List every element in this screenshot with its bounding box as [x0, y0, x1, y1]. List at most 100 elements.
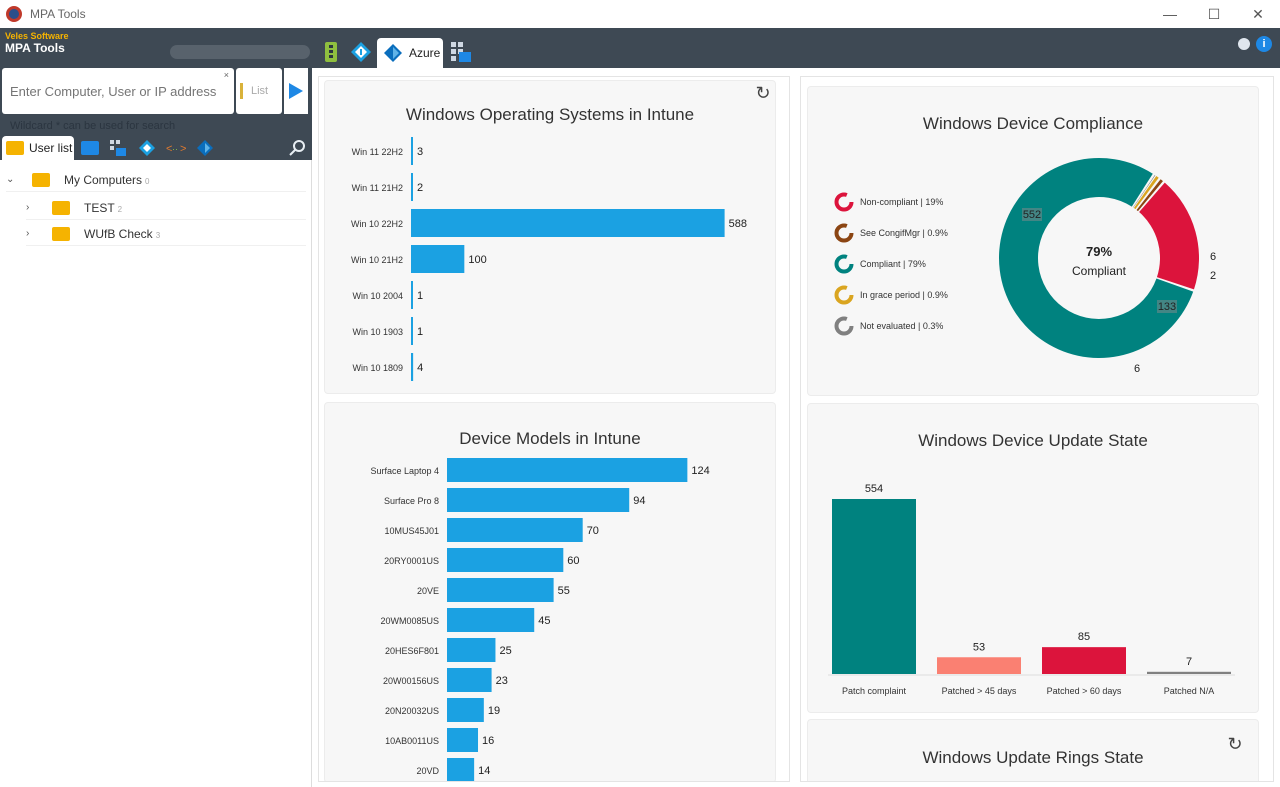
category-label: 20RY0001US [384, 556, 439, 566]
bar [411, 353, 414, 381]
os-chart-title: Windows Operating Systems in Intune [405, 105, 695, 124]
donut-slice [999, 157, 1194, 358]
folder-icon [52, 200, 70, 215]
category-label: Win 10 1809 [352, 363, 403, 373]
search-hint: Wildcard * can be used for search [10, 120, 176, 132]
category-label: 10MUS45J01 [384, 526, 439, 536]
donut-slice [1139, 182, 1199, 290]
category-label: 20N20032US [385, 706, 439, 716]
tab-user-list[interactable]: User list [2, 136, 74, 160]
tab-code[interactable]: < ·· > [166, 136, 186, 160]
bar [447, 638, 496, 662]
legend-marker [834, 285, 854, 305]
maximize-button[interactable]: ☐ [1207, 5, 1221, 22]
slice-label-bg [1022, 208, 1042, 221]
slice-label: 6 [1134, 363, 1140, 375]
tree-item-wufb-check[interactable]: › WUfB Check 3 [26, 222, 306, 246]
update-chart-title: Windows Device Update State [918, 431, 1148, 450]
search-input[interactable] [10, 84, 230, 99]
update-bar-chart: 554 Patch complaint 53 Patched > 45 days 85 P… [828, 483, 1235, 696]
play-arrow-icon [289, 83, 303, 99]
value-label: 55 [558, 585, 570, 597]
bar [411, 245, 465, 273]
bar [447, 488, 630, 512]
legend-marker [834, 192, 854, 212]
folder-icon [52, 226, 70, 241]
donut-slice [1133, 175, 1156, 208]
top-toolbar: Veles Software MPA Tools Azure i [0, 28, 1280, 68]
chevron-right-icon[interactable]: › [26, 202, 30, 213]
value-label: 1 [417, 326, 423, 338]
tree-item-label: WUfB Check [84, 226, 153, 241]
svg-text:··: ·· [172, 144, 178, 154]
bar [447, 458, 688, 482]
refresh-icon[interactable]: ↻ [1227, 733, 1243, 754]
os-chart-panel: Windows Operating Systems in Intune ↻ Wi… [324, 80, 776, 394]
value-label: 19 [488, 705, 500, 717]
legend-marker [834, 316, 854, 336]
update-chart-panel: Windows Device Update State 554 Patch com… [807, 403, 1259, 713]
intune-icon [351, 42, 371, 62]
tree-item-test[interactable]: › TEST 2 [26, 196, 306, 220]
compliance-chart-panel: Windows Device Compliance 133 6 552 6 2 79% Co… [807, 86, 1259, 396]
bar [832, 499, 916, 674]
bar [447, 518, 583, 542]
value-label: 45 [538, 615, 550, 627]
value-label: 3 [417, 146, 423, 158]
value-label: 94 [633, 495, 645, 507]
tab-azure-label: Azure [409, 46, 441, 60]
legend-marker [834, 223, 854, 243]
clear-search-button[interactable]: × [223, 70, 229, 80]
bar [411, 317, 413, 345]
list-button-label: List [251, 85, 269, 97]
tab-network-tools[interactable] [318, 39, 344, 65]
tab-folders[interactable] [80, 136, 100, 160]
chevron-down-icon[interactable]: ⌄ [6, 174, 15, 185]
category-label: Patch complaint [842, 686, 907, 696]
refresh-icon[interactable]: ↻ [755, 82, 771, 103]
bar [411, 281, 413, 309]
tab-devices-side[interactable] [108, 136, 128, 160]
value-label: 124 [691, 465, 709, 477]
app-logo-icon [6, 6, 22, 22]
tab-azure-side[interactable] [195, 136, 215, 160]
close-button[interactable]: ✕ [1252, 5, 1264, 22]
bar [937, 657, 1021, 674]
info-icon[interactable]: i [1256, 36, 1272, 52]
tab-azure[interactable]: Azure [377, 38, 443, 68]
tab-intune-side[interactable] [137, 136, 157, 160]
category-label: Win 11 21H2 [352, 183, 403, 193]
slice-label: 2 [1210, 270, 1216, 282]
value-label: 16 [482, 735, 494, 747]
settings-icon[interactable] [1236, 36, 1252, 52]
tree-item-label: TEST [84, 200, 115, 215]
value-label: 60 [567, 555, 579, 567]
value-label: 4 [417, 362, 423, 374]
tree-item-my-computers[interactable]: ⌄ My Computers 0 [6, 168, 306, 192]
search-go-button[interactable] [284, 68, 308, 114]
search-area: × List Wildcard * can be used for search… [0, 68, 312, 160]
slice-label: 552 [1023, 209, 1041, 221]
key-search-icon [289, 140, 305, 156]
value-label: 85 [1078, 631, 1090, 643]
azure-icon [384, 44, 402, 62]
value-label: 53 [973, 641, 985, 653]
category-label: 20VE [417, 586, 439, 596]
category-label: Patched > 60 days [1047, 686, 1122, 696]
minimize-button[interactable]: — [1163, 6, 1177, 22]
compliance-donut-chart: 133 6 552 6 2 79% Compliant Non-compliant | 19%… [834, 157, 1216, 375]
slice-label: 133 [1158, 301, 1176, 313]
value-label: 100 [468, 254, 486, 266]
rings-chart-title: Windows Update Rings State [922, 748, 1144, 767]
bar [447, 728, 479, 752]
chevron-right-icon[interactable]: › [26, 228, 30, 239]
tab-search-tools[interactable] [288, 136, 308, 160]
intune-icon [139, 140, 155, 156]
category-label: Win 10 22H2 [351, 219, 403, 229]
list-button[interactable]: List [236, 68, 282, 114]
category-label: Surface Pro 8 [384, 496, 439, 506]
tab-intune[interactable] [348, 39, 374, 65]
tab-devices[interactable] [448, 39, 474, 65]
value-label: 2 [417, 182, 423, 194]
category-label: 10AB0011US [385, 736, 439, 746]
